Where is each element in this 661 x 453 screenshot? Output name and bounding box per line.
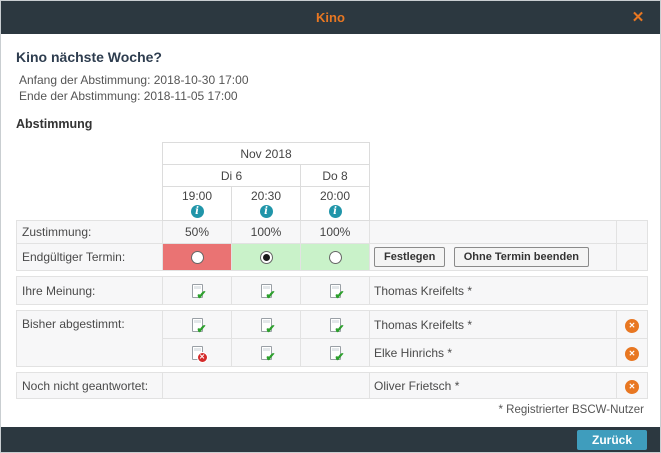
approval-row-filler [369, 220, 618, 244]
approval-value-2: 100% [231, 220, 301, 244]
day-header-do8: Do 8 [299, 164, 371, 187]
time-label: 20:30 [250, 189, 282, 203]
table-row: ✕ ✔ ✔ Elke Hinrichs * ✕ [17, 338, 648, 367]
poll-question: Kino nächste Woche? [16, 49, 162, 65]
table-row: Bisher abgestimmt: ✔ ✔ ✔ Thomas Kreifelt… [16, 310, 648, 367]
info-icon[interactable]: i [259, 205, 273, 218]
radio-option-1900[interactable] [190, 251, 204, 265]
back-button[interactable]: Zurück [576, 430, 647, 450]
poll-start-date: Anfang der Abstimmung: 2018-10-30 17:00 [19, 73, 249, 87]
vote-accepted-icon: ✔ [260, 317, 276, 335]
time-header-2: 20:30 i [231, 186, 301, 221]
approval-value-1: 50% [162, 220, 232, 244]
vote-accepted-icon: ✔ [260, 283, 276, 301]
dialog-body: Kino nächste Woche? Anfang der Abstimmun… [1, 34, 660, 450]
final-date-buttons-cell: Festlegen Ohne Termin beenden [369, 243, 618, 271]
final-option-accepted-cell [231, 243, 301, 271]
remove-participant-icon[interactable]: ✕ [625, 379, 640, 394]
info-icon[interactable]: i [328, 205, 342, 218]
participant-name: Elke Hinrichs * [369, 338, 617, 367]
day-header-di6: Di 6 [162, 164, 301, 187]
remove-participant-icon[interactable]: ✕ [625, 318, 639, 333]
approval-row-label: Zustimmung: [16, 220, 163, 244]
time-header-1: 19:00 i [162, 186, 232, 221]
registered-user-footnote: * Registrierter BSCW-Nutzer [498, 404, 645, 416]
remove-participant-icon[interactable]: ✕ [625, 346, 639, 361]
final-option-accepted-cell [299, 243, 371, 271]
dialog-titlebar: Kino ✕ [1, 1, 660, 34]
poll-end-date: Ende der Abstimmung: 2018-11-05 17:00 [19, 89, 238, 103]
schedule-table: Nov 2018 Di 6 Do 8 19:00 i [16, 142, 649, 271]
festlegen-button[interactable]: Festlegen [374, 247, 446, 267]
final-date-row-label: Endgültiger Termin: [16, 243, 163, 271]
final-option-declined-cell [162, 243, 232, 271]
participant-name: Oliver Frietsch * [369, 372, 618, 399]
not-answered-row-label: Noch nicht geantwortet: [16, 372, 163, 399]
radio-option-2000[interactable] [328, 251, 342, 265]
vote-accepted-icon: ✔ [191, 317, 207, 335]
time-header-3: 20:00 i [299, 186, 371, 221]
close-icon[interactable]: ✕ [631, 9, 645, 26]
ohne-termin-beenden-button[interactable]: Ohne Termin beenden [453, 247, 590, 267]
voted-row-label: Bisher abgestimmt: [16, 310, 163, 367]
vote-accepted-icon: ✔ [191, 283, 207, 301]
vote-accepted-icon: ✔ [329, 283, 345, 301]
vote-accepted-icon: ✔ [260, 345, 276, 363]
your-opinion-row-label: Ihre Meinung: [16, 276, 163, 305]
dialog-footer: Zurück [1, 427, 660, 452]
time-label: 19:00 [181, 189, 213, 203]
dialog-title: Kino [316, 10, 345, 25]
vote-accepted-icon: ✔ [329, 317, 345, 335]
not-answered-table: Noch nicht geantwortet: Oliver Frietsch … [16, 372, 649, 399]
your-opinion-table: Ihre Meinung: ✔ ✔ ✔ Thomas Kreifelts * [16, 276, 649, 305]
vote-declined-icon: ✕ [191, 345, 208, 363]
participant-name: Thomas Kreifelts * [368, 276, 649, 305]
table-row: Noch nicht geantwortet: Oliver Frietsch … [16, 372, 649, 399]
participant-name: Thomas Kreifelts * [369, 310, 617, 339]
radio-option-2030-selected[interactable] [259, 251, 273, 265]
time-label: 20:00 [319, 189, 351, 203]
vote-accepted-icon: ✔ [329, 345, 345, 363]
voted-table: Bisher abgestimmt: ✔ ✔ ✔ Thomas Kreifelt… [16, 310, 648, 367]
section-title-abstimmung: Abstimmung [16, 117, 93, 131]
approval-value-3: 100% [299, 220, 371, 244]
month-header-cell: Nov 2018 [161, 142, 371, 165]
info-icon[interactable]: i [190, 205, 204, 218]
